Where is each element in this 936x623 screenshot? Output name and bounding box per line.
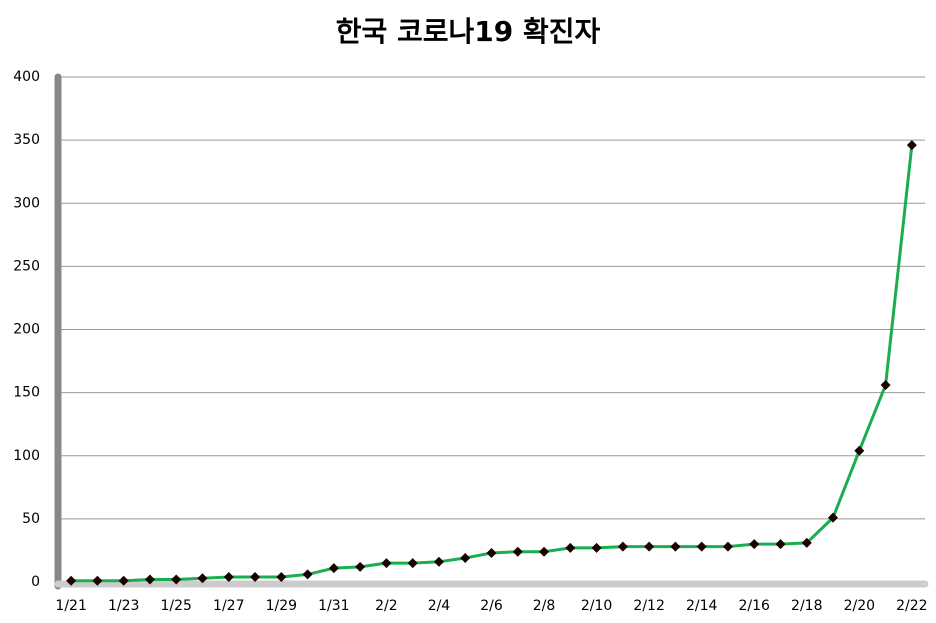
- x-tick-label: 2/4: [428, 598, 451, 614]
- y-tick-label: 250: [13, 258, 40, 274]
- x-tick-label: 2/14: [686, 598, 718, 614]
- x-tick-label: 1/21: [55, 598, 86, 614]
- x-tick-label: 1/23: [108, 598, 139, 614]
- x-tick-label: 2/8: [533, 598, 556, 614]
- marker: [355, 561, 366, 572]
- marker: [722, 541, 733, 552]
- marker: [223, 571, 234, 582]
- marker: [144, 574, 155, 585]
- x-tick-label: 2/20: [844, 598, 875, 614]
- marker: [565, 542, 576, 553]
- marker: [749, 539, 760, 550]
- marker: [591, 542, 602, 553]
- marker: [906, 140, 917, 151]
- marker: [433, 556, 444, 567]
- marker: [407, 558, 418, 569]
- marker: [460, 553, 471, 564]
- x-tick-label: 2/2: [375, 598, 398, 614]
- marker: [276, 571, 287, 582]
- marker: [775, 539, 786, 550]
- x-tick-label: 2/18: [791, 598, 822, 614]
- marker: [381, 558, 392, 569]
- x-tick-label: 1/31: [318, 598, 349, 614]
- y-tick-label: 400: [13, 69, 40, 85]
- y-tick-label: 300: [13, 195, 40, 211]
- chart-title: 한국 코로나19 확진자: [336, 15, 601, 48]
- y-tick-label: 100: [13, 448, 40, 464]
- marker: [880, 380, 891, 391]
- y-tick-label: 150: [13, 385, 40, 401]
- x-tick-label: 2/10: [581, 598, 612, 614]
- marker: [696, 541, 707, 552]
- y-tick-label: 200: [13, 322, 40, 338]
- marker: [644, 541, 655, 552]
- marker: [801, 537, 812, 548]
- marker: [670, 541, 681, 552]
- x-tick-label: 2/12: [633, 598, 664, 614]
- marker: [539, 546, 550, 557]
- marker: [92, 575, 103, 586]
- y-tick-label: 50: [22, 511, 40, 527]
- marker: [486, 547, 497, 558]
- y-tick-label: 350: [13, 132, 40, 148]
- marker: [118, 575, 129, 586]
- marker: [250, 571, 261, 582]
- x-tick-label: 2/6: [480, 598, 503, 614]
- x-tick-label: 1/27: [213, 598, 244, 614]
- marker: [197, 573, 208, 584]
- marker: [328, 563, 339, 574]
- x-tick-label: 2/16: [739, 598, 771, 614]
- x-tick-label: 1/25: [161, 598, 192, 614]
- x-tick-label: 1/29: [266, 598, 297, 614]
- marker: [828, 512, 839, 523]
- marker: [617, 541, 628, 552]
- marker: [512, 546, 523, 557]
- marker: [171, 574, 182, 585]
- marker: [302, 569, 313, 580]
- line: [71, 145, 914, 583]
- y-tick-label: 0: [31, 574, 40, 590]
- marker: [66, 575, 77, 586]
- marker: [854, 445, 865, 456]
- x-tick-label: 2/22: [896, 598, 927, 614]
